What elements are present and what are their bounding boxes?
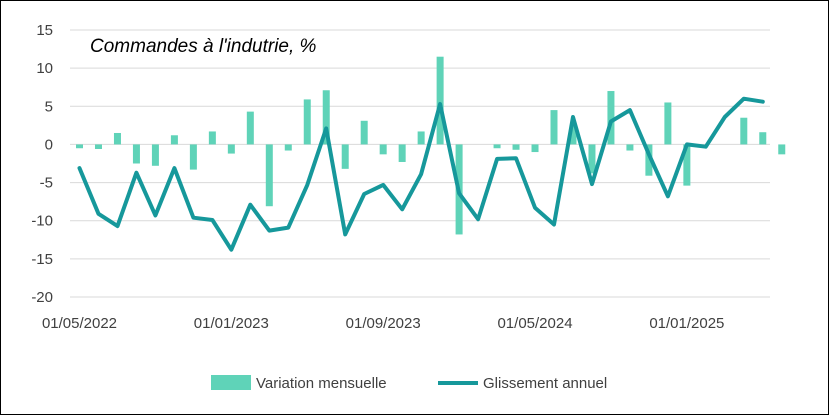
bar <box>208 131 216 145</box>
bar <box>265 144 273 207</box>
bar <box>569 125 577 145</box>
bar <box>740 117 748 145</box>
bar <box>94 144 102 150</box>
bar <box>550 110 558 145</box>
bar <box>322 90 330 145</box>
x-tick-label: 01/05/2024 <box>497 315 572 332</box>
legend-bar-swatch <box>211 375 251 390</box>
y-tick-label: 5 <box>45 98 53 115</box>
bar <box>170 135 178 145</box>
bar <box>113 132 121 145</box>
bar <box>76 144 83 149</box>
bar <box>360 120 368 145</box>
bar <box>132 144 140 164</box>
bar <box>417 131 425 145</box>
x-tick-label: 01/01/2023 <box>194 315 269 332</box>
bar <box>512 144 520 150</box>
bar <box>778 144 786 155</box>
y-axis-ticks: 15 10 5 0 -5 -10 -15 -20 <box>31 22 53 306</box>
bar <box>379 144 387 155</box>
grid <box>70 29 770 298</box>
bar <box>151 144 159 166</box>
bar <box>189 144 197 170</box>
line-series <box>77 96 765 252</box>
bar <box>607 91 615 145</box>
bar <box>531 144 539 153</box>
y-tick-label: -20 <box>31 289 53 306</box>
bar <box>759 132 767 145</box>
bar <box>645 144 653 176</box>
chart-title: Commandes à l'indutrie, % <box>90 36 317 57</box>
bar <box>341 144 349 169</box>
bar <box>227 144 235 154</box>
bar <box>398 144 406 162</box>
bar <box>588 144 596 174</box>
legend-bar-label: Variation mensuelle <box>256 375 387 392</box>
bar <box>436 56 444 145</box>
legend-item-bars: Variation mensuelle <box>211 375 387 392</box>
legend-item-line: Glissement annuel <box>438 375 607 392</box>
y-tick-label: 15 <box>36 22 53 39</box>
series-line <box>77 96 765 252</box>
x-tick-label: 01/01/2025 <box>649 315 724 332</box>
x-axis-ticks: 01/05/2022 01/01/2023 01/09/2023 01/05/2024… <box>42 315 724 332</box>
bars-series <box>76 56 786 235</box>
y-tick-label: 10 <box>36 60 53 77</box>
bar <box>284 144 292 151</box>
bar <box>664 102 672 145</box>
bar <box>303 99 311 145</box>
x-tick-label: 01/09/2023 <box>346 315 421 332</box>
y-tick-label: -10 <box>31 213 53 230</box>
legend: Variation mensuelle Glissement annuel <box>211 375 607 392</box>
y-tick-label: 0 <box>45 136 53 153</box>
y-tick-label: -5 <box>40 175 53 192</box>
bar <box>626 144 634 151</box>
y-tick-label: -15 <box>31 251 53 268</box>
x-tick-label: 01/05/2022 <box>42 315 117 332</box>
bar <box>493 144 501 149</box>
bar <box>683 144 691 186</box>
legend-line-label: Glissement annuel <box>483 375 607 392</box>
bar <box>246 111 254 145</box>
